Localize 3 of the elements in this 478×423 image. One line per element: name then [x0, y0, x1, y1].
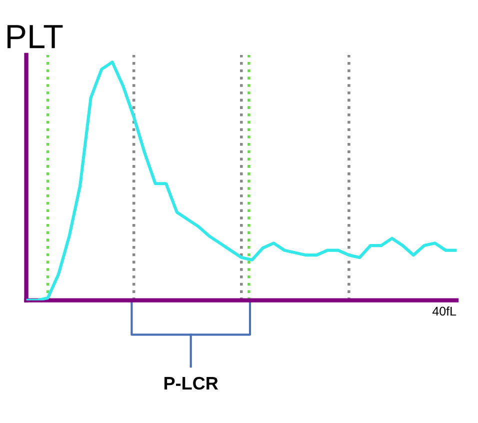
chart-title: PLT: [8, 25, 63, 48]
text: P-LCR: [164, 376, 218, 390]
text: 40fL: [432, 306, 456, 316]
